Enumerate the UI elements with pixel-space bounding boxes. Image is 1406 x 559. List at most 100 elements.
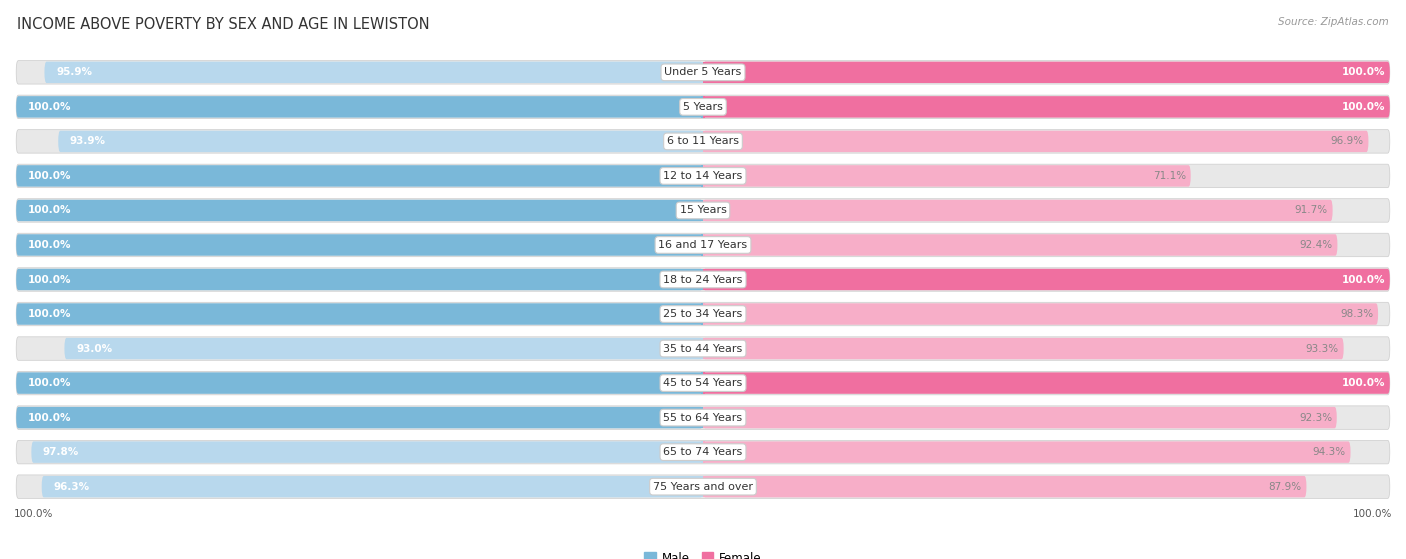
Bar [703,442,706,463]
Text: 6 to 11 Years: 6 to 11 Years [666,136,740,146]
Text: 92.3%: 92.3% [1299,413,1331,423]
Text: INCOME ABOVE POVERTY BY SEX AND AGE IN LEWISTON: INCOME ABOVE POVERTY BY SEX AND AGE IN L… [17,17,429,32]
Text: Source: ZipAtlas.com: Source: ZipAtlas.com [1278,17,1389,27]
Bar [703,61,706,83]
Bar [700,61,703,83]
Bar [703,234,706,255]
Text: Under 5 Years: Under 5 Years [665,67,741,77]
Bar [700,200,703,221]
Text: 100.0%: 100.0% [28,413,72,423]
Bar [700,407,703,428]
Text: 87.9%: 87.9% [1268,482,1302,492]
Bar [700,304,703,325]
Bar [703,165,706,187]
Bar [700,338,703,359]
FancyBboxPatch shape [42,476,703,498]
Text: 100.0%: 100.0% [28,171,72,181]
Text: 71.1%: 71.1% [1153,171,1185,181]
Bar [703,304,706,325]
Text: 95.9%: 95.9% [56,67,91,77]
Text: 98.3%: 98.3% [1340,309,1374,319]
Text: 93.9%: 93.9% [70,136,105,146]
FancyBboxPatch shape [17,164,1389,188]
FancyBboxPatch shape [17,337,1389,361]
Text: 100.0%: 100.0% [1341,378,1385,388]
Text: 96.3%: 96.3% [53,482,90,492]
Text: 100.0%: 100.0% [28,378,72,388]
FancyBboxPatch shape [703,442,1351,463]
FancyBboxPatch shape [703,61,1389,83]
FancyBboxPatch shape [703,407,1337,428]
Text: 5 Years: 5 Years [683,102,723,112]
Text: 25 to 34 Years: 25 to 34 Years [664,309,742,319]
Text: 55 to 64 Years: 55 to 64 Years [664,413,742,423]
Text: 45 to 54 Years: 45 to 54 Years [664,378,742,388]
FancyBboxPatch shape [17,96,703,117]
Text: 96.9%: 96.9% [1330,136,1364,146]
FancyBboxPatch shape [703,131,1368,152]
Text: 100.0%: 100.0% [28,102,72,112]
Bar [700,165,703,187]
Bar [700,442,703,463]
FancyBboxPatch shape [703,372,1389,394]
FancyBboxPatch shape [703,165,1191,187]
Text: 12 to 14 Years: 12 to 14 Years [664,171,742,181]
FancyBboxPatch shape [17,130,1389,153]
Bar [703,269,706,290]
FancyBboxPatch shape [17,302,1389,326]
FancyBboxPatch shape [17,304,703,325]
Legend: Male, Female: Male, Female [640,547,766,559]
FancyBboxPatch shape [17,95,1389,119]
FancyBboxPatch shape [17,234,703,255]
FancyBboxPatch shape [31,442,703,463]
Text: 100.0%: 100.0% [28,309,72,319]
Text: 16 and 17 Years: 16 and 17 Years [658,240,748,250]
FancyBboxPatch shape [703,304,1378,325]
FancyBboxPatch shape [17,165,703,187]
FancyBboxPatch shape [45,61,703,83]
FancyBboxPatch shape [703,96,1389,117]
Text: 18 to 24 Years: 18 to 24 Years [664,274,742,285]
FancyBboxPatch shape [703,269,1389,290]
Bar [700,372,703,394]
Text: 100.0%: 100.0% [28,206,72,215]
FancyBboxPatch shape [17,268,1389,291]
FancyBboxPatch shape [17,407,703,428]
FancyBboxPatch shape [58,131,703,152]
Text: 92.4%: 92.4% [1299,240,1333,250]
Text: 93.3%: 93.3% [1306,344,1339,353]
Bar [703,200,706,221]
Text: 100.0%: 100.0% [1341,102,1385,112]
Bar [703,476,706,498]
FancyBboxPatch shape [17,440,1389,464]
FancyBboxPatch shape [17,406,1389,429]
Text: 100.0%: 100.0% [28,240,72,250]
Text: 97.8%: 97.8% [44,447,79,457]
FancyBboxPatch shape [17,371,1389,395]
Bar [700,476,703,498]
Text: 100.0%: 100.0% [1341,274,1385,285]
Text: 75 Years and over: 75 Years and over [652,482,754,492]
Text: 100.0%: 100.0% [1341,67,1385,77]
FancyBboxPatch shape [17,269,703,290]
FancyBboxPatch shape [17,475,1389,499]
Bar [700,269,703,290]
Bar [703,407,706,428]
Text: 65 to 74 Years: 65 to 74 Years [664,447,742,457]
FancyBboxPatch shape [17,60,1389,84]
Text: 15 Years: 15 Years [679,206,727,215]
Bar [703,338,706,359]
FancyBboxPatch shape [17,198,1389,222]
FancyBboxPatch shape [17,372,703,394]
Text: 100.0%: 100.0% [14,509,53,519]
Text: 100.0%: 100.0% [28,274,72,285]
Text: 94.3%: 94.3% [1313,447,1346,457]
Text: 35 to 44 Years: 35 to 44 Years [664,344,742,353]
FancyBboxPatch shape [17,200,703,221]
FancyBboxPatch shape [703,234,1337,255]
FancyBboxPatch shape [703,476,1306,498]
Bar [700,96,703,117]
Text: 93.0%: 93.0% [76,344,112,353]
FancyBboxPatch shape [703,338,1344,359]
Text: 91.7%: 91.7% [1295,206,1327,215]
